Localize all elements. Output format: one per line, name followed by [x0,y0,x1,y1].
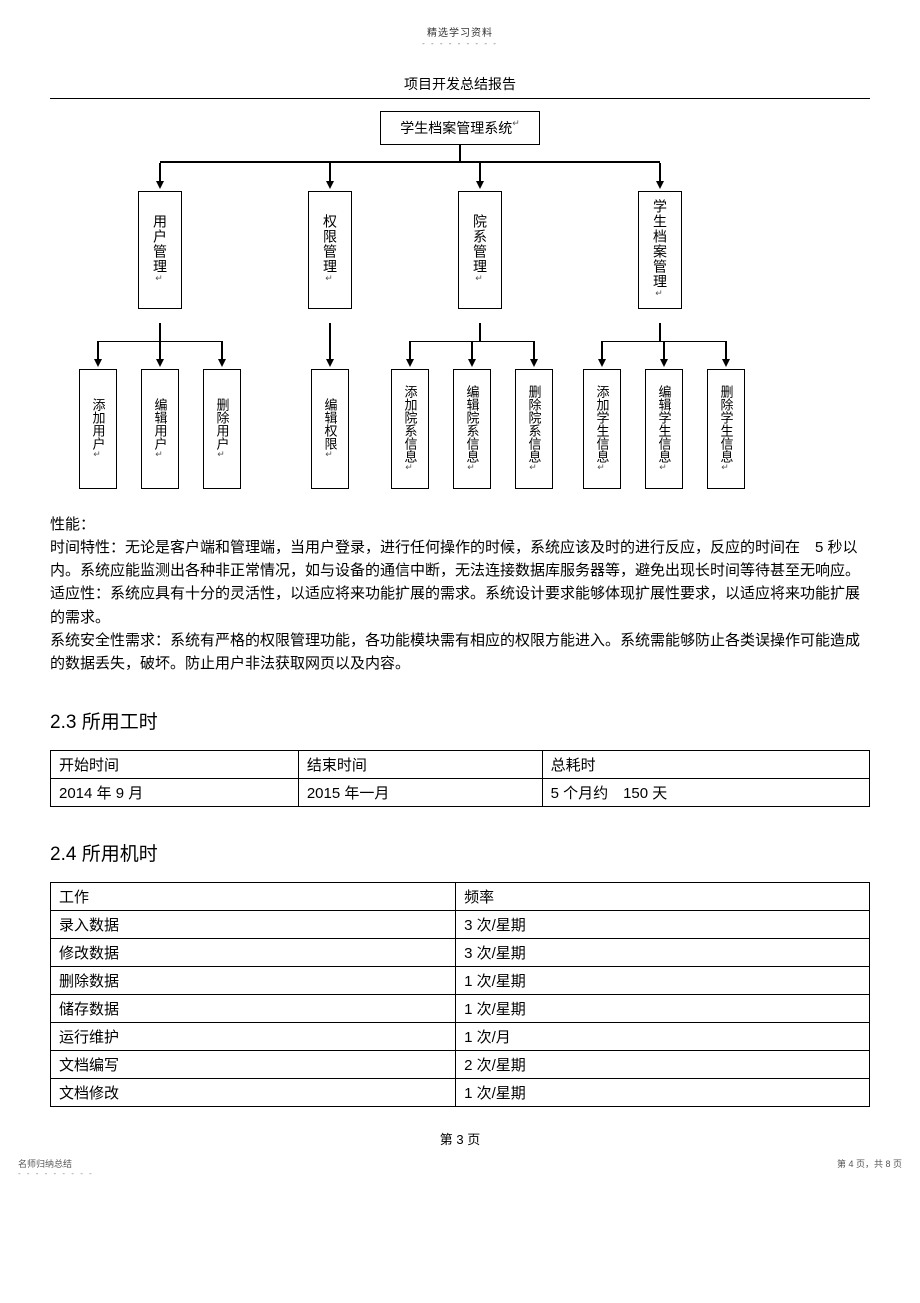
watermark-header: 精选学习资料 [50,20,870,39]
table-row: 2014 年 9 月2015 年一月5 个月约 150 天 [51,779,870,807]
footer-right: 第 4 页，共 8 页 [837,1157,902,1170]
table-cell: 3 次/星期 [456,911,870,939]
page-number: 第 3 页 [50,1129,870,1148]
chart-leaf-box: 删除用户↵ [203,369,241,489]
table-cell: 文档修改 [51,1079,456,1107]
table-row: 修改数据3 次/星期 [51,939,870,967]
table-header-cell: 结束时间 [298,751,542,779]
org-chart: 学生档案管理系统↵ 用户管理↵ 权限管理↵ 院系管理↵ 学生档案管理↵ 添加用户↵ 编辑用户… [50,111,870,509]
table-header-cell: 工作 [51,883,456,911]
chart-level2-box: 学生档案管理↵ [638,191,682,309]
table-row: 文档编写2 次/星期 [51,1051,870,1079]
chart-level2-box: 用户管理↵ [138,191,182,309]
para-time: 时间特性：无论是客户端和管理端，当用户登录，进行任何操作的时候，系统应该及时的进… [50,536,870,583]
chart-leaf-box: 编辑用户↵ [141,369,179,489]
footer-left-dash: - - - - - - - - - [18,1169,94,1178]
table-cell: 1 次/星期 [456,967,870,995]
sec-2-4-num: 2.4 [50,844,76,865]
table-cell: 删除数据 [51,967,456,995]
table-cell: 1 次/月 [456,1023,870,1051]
sec-2-4-heading: 2.4 所用机时 [50,839,870,866]
chart-level2-box: 权限管理↵ [308,191,352,309]
table-cell: 运行维护 [51,1023,456,1051]
table-header-cell: 频率 [456,883,870,911]
table-header-cell: 总耗时 [542,751,869,779]
chart-level2-box: 院系管理↵ [458,191,502,309]
table-row: 删除数据1 次/星期 [51,967,870,995]
table-cell: 录入数据 [51,911,456,939]
chart-leaf-box: 添加院系信息↵ [391,369,429,489]
table-cell: 储存数据 [51,995,456,1023]
table-cell: 修改数据 [51,939,456,967]
chart-leaf-box: 删除学生信息↵ [707,369,745,489]
table-cell: 2014 年 9 月 [51,779,299,807]
table-header-cell: 开始时间 [51,751,299,779]
table-row: 储存数据1 次/星期 [51,995,870,1023]
chart-leaf-box: 编辑院系信息↵ [453,369,491,489]
doc-title: 项目开发总结报告 [50,74,870,98]
machine-hours-table: 工作频率录入数据3 次/星期修改数据3 次/星期删除数据1 次/星期储存数据1 … [50,882,870,1107]
sec-2-3-title: 所用工时 [82,712,158,733]
sec-2-3-heading: 2.3 所用工时 [50,707,870,734]
table-row: 运行维护1 次/月 [51,1023,870,1051]
table-cell: 2015 年一月 [298,779,542,807]
table-cell: 3 次/星期 [456,939,870,967]
chart-leaf-box: 添加学生信息↵ [583,369,621,489]
table-cell: 文档编写 [51,1051,456,1079]
table-cell: 1 次/星期 [456,1079,870,1107]
table-cell: 1 次/星期 [456,995,870,1023]
chart-leaf-box: 添加用户↵ [79,369,117,489]
table-row: 文档修改1 次/星期 [51,1079,870,1107]
chart-root-box: 学生档案管理系统↵ [380,111,540,145]
chart-leaf-box: 编辑权限↵ [311,369,349,489]
title-rule [50,98,870,99]
table-row: 录入数据3 次/星期 [51,911,870,939]
perf-heading: 性能： [50,513,870,536]
sec-2-4-title: 所用机时 [82,844,158,865]
table-cell: 5 个月约 150 天 [542,779,869,807]
body-text: 性能： 时间特性：无论是客户端和管理端，当用户登录，进行任何操作的时候，系统应该… [50,513,870,676]
chart-leaf-box: 删除院系信息↵ [515,369,553,489]
para-security: 系统安全性需求：系统有严格的权限管理功能，各功能模块需有相应的权限方能进入。系统… [50,629,870,676]
chart-leaf-box: 编辑学生信息↵ [645,369,683,489]
para-adapt: 适应性：系统应具有十分的灵活性，以适应将来功能扩展的需求。系统设计要求能够体现扩… [50,582,870,629]
work-hours-table: 开始时间结束时间总耗时2014 年 9 月2015 年一月5 个月约 150 天 [50,750,870,807]
table-cell: 2 次/星期 [456,1051,870,1079]
sec-2-3-num: 2.3 [50,712,76,733]
watermark-dash: - - - - - - - - - [50,39,870,48]
